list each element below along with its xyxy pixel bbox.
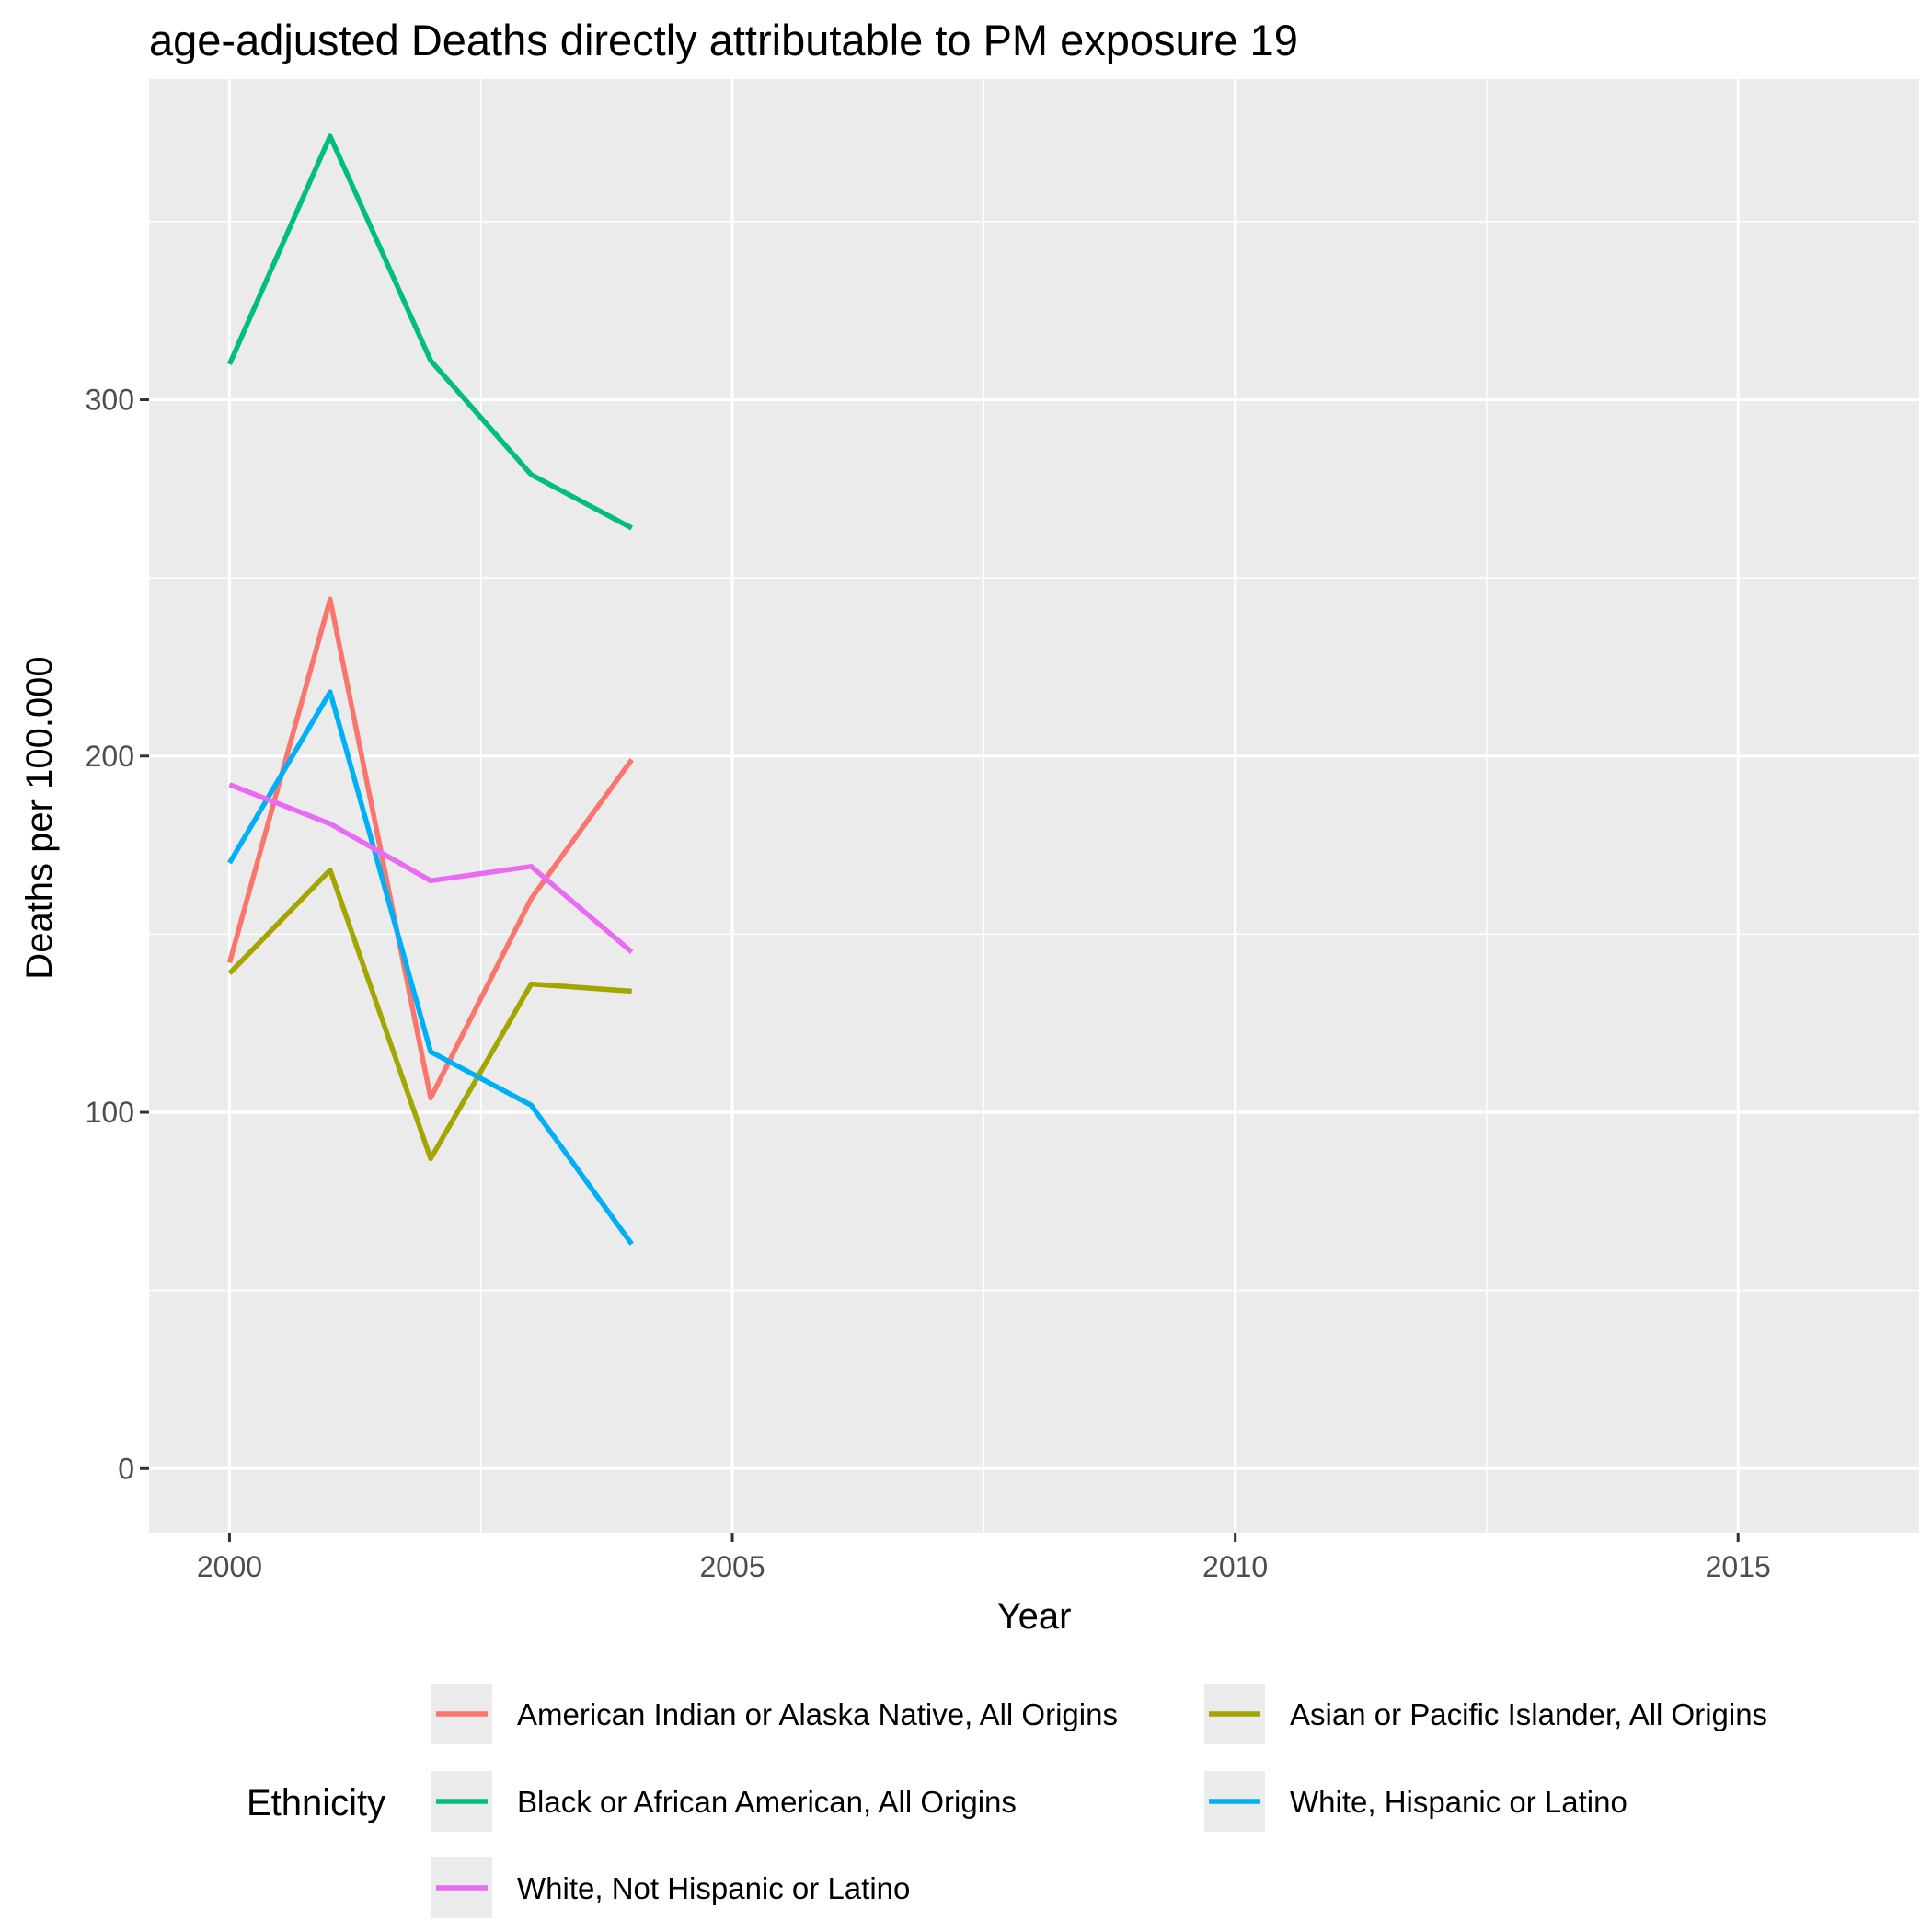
legend-item: White, Not Hispanic or Latino — [430, 1856, 910, 1920]
minor-gridlines — [149, 79, 1919, 1533]
series-line — [226, 133, 633, 531]
y-axis: 0 100 200 300 — [86, 384, 149, 1485]
legend-label: American Indian or Alaska Native, All Or… — [517, 1697, 1118, 1731]
x-axis: 2000 2005 2010 2015 — [197, 1533, 1771, 1583]
legend-title: Ethnicity — [247, 1783, 385, 1823]
x-tick-label: 2010 — [1202, 1550, 1268, 1583]
x-tick-label: 2005 — [699, 1550, 765, 1583]
series-line — [227, 867, 632, 1162]
y-tick-label: 300 — [86, 384, 134, 417]
x-tick-label: 2000 — [197, 1550, 262, 1583]
x-tick-label: 2015 — [1706, 1550, 1771, 1583]
legend-label: White, Not Hispanic or Latino — [517, 1871, 910, 1905]
legend-item: Black or African American, All Origins — [430, 1769, 1017, 1834]
y-tick-label: 100 — [86, 1096, 134, 1129]
legend-label: Black or African American, All Origins — [517, 1785, 1017, 1819]
legend-item: Asian or Pacific Islander, All Origins — [1202, 1682, 1767, 1746]
series-line — [226, 596, 634, 1101]
y-tick-label: 0 — [118, 1452, 134, 1485]
plot-panel — [149, 79, 1919, 1533]
legend-label: Asian or Pacific Islander, All Origins — [1290, 1697, 1767, 1731]
series-lines — [226, 133, 634, 1246]
legend: Ethnicity American Indian or Alaska Nati… — [247, 1682, 1767, 1920]
y-tick-label: 200 — [86, 740, 134, 773]
major-gridlines — [149, 79, 1919, 1533]
legend-item: White, Hispanic or Latino — [1202, 1769, 1627, 1834]
legend-item: American Indian or Alaska Native, All Or… — [430, 1682, 1118, 1746]
legend-label: White, Hispanic or Latino — [1290, 1785, 1627, 1819]
series-line — [227, 689, 634, 1246]
chart-title: age-adjusted Deaths directly attributabl… — [149, 16, 1298, 64]
y-axis-title: Deaths per 100.000 — [19, 656, 60, 979]
x-axis-title: Year — [997, 1596, 1072, 1637]
series-line — [228, 782, 634, 954]
